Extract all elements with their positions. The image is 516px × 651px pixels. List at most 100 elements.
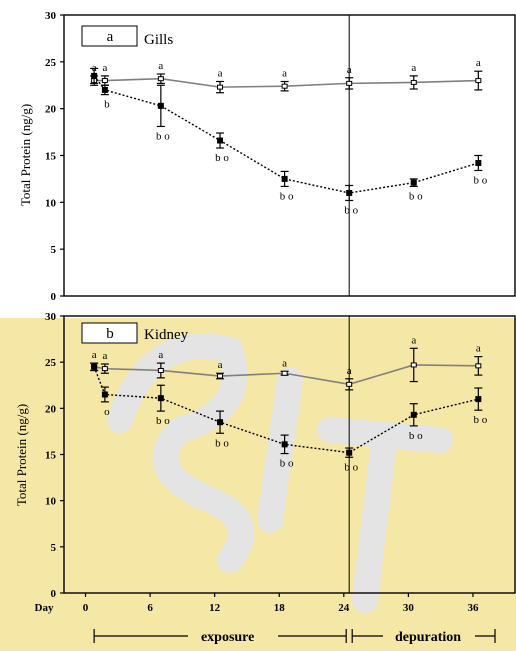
y-tick-label: 30 [45, 10, 57, 22]
panel-letter: a [107, 29, 114, 45]
y-tick-label: 20 [45, 403, 57, 415]
significance-label: a [347, 365, 352, 377]
data-point-control [346, 80, 353, 86]
panel-letter: b [106, 326, 114, 342]
panel-letter-box [81, 25, 138, 47]
data-point-exposed [346, 189, 353, 196]
y-tick-label: 30 [45, 311, 57, 323]
significance-label: b o [280, 458, 294, 470]
significance-label: b o [280, 190, 294, 202]
y-tick-label: 5 [51, 542, 57, 554]
y-tick-label: 5 [51, 244, 57, 256]
data-point-exposed [91, 72, 98, 79]
significance-label: a [411, 334, 416, 346]
significance-label: b [104, 99, 110, 111]
plot-frame [63, 315, 516, 594]
significance-label: b o [344, 204, 358, 216]
y-tick-label: 15 [45, 450, 57, 462]
significance-label: b o [215, 437, 229, 449]
data-point-exposed [410, 411, 417, 418]
y-tick-label: 10 [45, 197, 57, 209]
y-tick-label: 10 [45, 496, 57, 508]
panel-title: Gills [144, 32, 173, 48]
data-point-control [281, 83, 288, 89]
x-tick-label: 12 [209, 602, 221, 614]
data-point-control [475, 78, 482, 84]
significance-label: a [347, 64, 352, 76]
data-point-exposed [475, 396, 482, 403]
watermark-letter-i [257, 367, 303, 533]
significance-label: a [102, 62, 107, 74]
significance-label: a [411, 62, 416, 74]
panel-letter-box [81, 322, 138, 344]
data-point-control [101, 78, 108, 84]
data-point-control [281, 370, 288, 376]
x-axis-label: Day [35, 602, 54, 614]
significance-label: a [218, 68, 223, 80]
data-point-exposed [281, 175, 288, 182]
data-point-exposed [101, 391, 108, 398]
significance-label: a [282, 68, 287, 80]
x-tick-label: 0 [83, 602, 89, 614]
significance-label: b o [215, 152, 229, 164]
y-tick-label: 15 [45, 151, 57, 163]
data-point-control [217, 373, 224, 379]
data-point-control [410, 362, 417, 368]
data-point-exposed [217, 419, 224, 426]
data-point-exposed [346, 449, 353, 456]
significance-label: b o [409, 190, 423, 202]
plot-frame [63, 14, 516, 297]
data-point-control [410, 79, 417, 85]
y-axis-label: Total Protein (ng/g) [14, 404, 29, 506]
phase-label-depuration: depuration [395, 630, 461, 645]
data-point-exposed [91, 363, 98, 370]
x-tick-label: 24 [338, 602, 350, 614]
significance-label: a [218, 359, 223, 371]
x-tick-label: 18 [274, 602, 286, 614]
series-line-control [93, 364, 479, 386]
significance-label: a [92, 349, 97, 361]
significance-label: a [158, 349, 163, 361]
x-tick-label: 30 [403, 602, 415, 614]
data-point-control [157, 367, 164, 373]
significance-label: b o [156, 130, 170, 142]
data-point-control [157, 76, 164, 82]
significance-label: b o [156, 415, 170, 427]
data-point-exposed [410, 179, 417, 186]
y-tick-label: 25 [45, 57, 57, 69]
significance-label: o [104, 406, 110, 418]
series-line-exposed [93, 75, 479, 194]
data-point-exposed [217, 137, 224, 144]
x-tick-label: 6 [147, 602, 153, 614]
watermark-letter-s [107, 333, 255, 573]
significance-label: b o [473, 414, 487, 426]
y-tick-label: 0 [51, 291, 57, 303]
significance-label: b o [473, 174, 487, 186]
data-point-control [346, 381, 353, 387]
data-point-exposed [101, 86, 108, 93]
significance-label: a [282, 357, 287, 369]
data-point-control [101, 366, 108, 372]
data-point-exposed [281, 441, 288, 448]
phase-label-exposure: exposure [201, 630, 254, 645]
series-line-control [94, 77, 479, 88]
watermark-letter-t [317, 417, 453, 613]
y-tick-label: 25 [45, 357, 57, 369]
significance-label: b o [344, 461, 358, 473]
significance-label: a [158, 60, 163, 72]
panel-title: Kidney [144, 327, 189, 343]
significance-label: b o [409, 430, 423, 442]
y-tick-label: 0 [51, 588, 57, 600]
y-tick-label: 20 [45, 104, 57, 116]
significance-label: a [476, 57, 481, 69]
data-point-exposed [157, 102, 164, 109]
series-line-exposed [93, 366, 479, 454]
x-tick-label: 36 [467, 602, 479, 614]
data-point-control [475, 363, 482, 369]
data-point-exposed [157, 395, 164, 402]
data-point-control [217, 84, 224, 90]
y-axis-label: Total Protein (ng/g) [18, 104, 33, 206]
significance-label: a [476, 343, 481, 355]
